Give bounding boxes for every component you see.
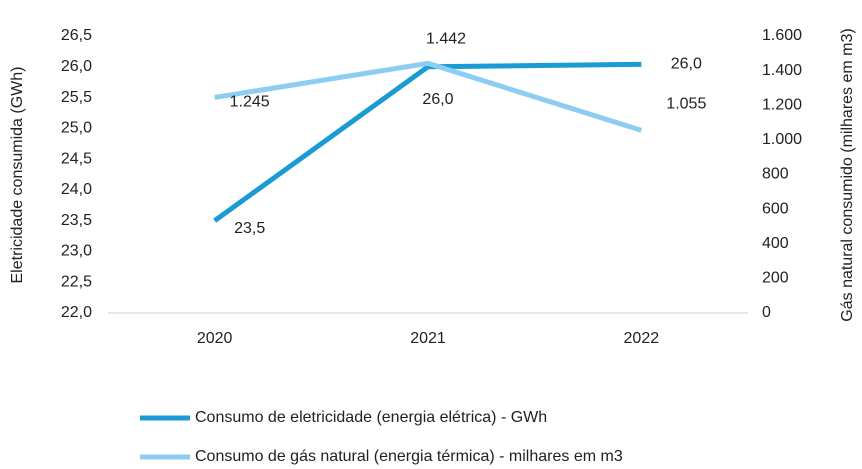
- data-label: 1.055: [666, 96, 706, 113]
- series-line: [214, 60, 643, 133]
- y-tick-label: 23,5: [61, 212, 92, 229]
- y2-tick-label: 1.400: [762, 62, 802, 79]
- y2-axis-title: Gás natural consumido (milhares em m3): [839, 28, 856, 321]
- data-label: 23,5: [234, 220, 265, 237]
- y-tick-label: 26,0: [61, 58, 92, 75]
- series-line: [213, 61, 642, 223]
- y2-tick-label: 600: [762, 200, 789, 217]
- y-tick-label: 25,0: [61, 120, 92, 137]
- x-tick-label: 2021: [410, 330, 446, 347]
- y2-tick-label: 1.600: [762, 27, 802, 44]
- y-tick-label: 25,5: [61, 89, 92, 106]
- y2-tick-label: 200: [762, 270, 789, 287]
- y2-tick-label: 400: [762, 235, 789, 252]
- y-tick-label: 24,5: [61, 150, 92, 167]
- y-tick-label: 26,5: [61, 27, 92, 44]
- y2-tick-label: 0: [762, 304, 771, 321]
- y-tick-label: 22,5: [61, 273, 92, 290]
- x-tick-label: 2022: [624, 330, 660, 347]
- y2-tick-label: 1.000: [762, 131, 802, 148]
- legend-label: Consumo de eletricidade (energia elétric…: [195, 409, 547, 426]
- data-label: 1.442: [426, 31, 466, 48]
- data-label: 26,0: [671, 56, 702, 73]
- data-label: 26,0: [422, 91, 453, 108]
- y2-tick-label: 1.200: [762, 96, 802, 113]
- y-tick-label: 23,0: [61, 243, 92, 260]
- y-tick-label: 22,0: [61, 304, 92, 321]
- y2-tick-label: 800: [762, 166, 789, 183]
- data-label: 1.245: [230, 94, 270, 111]
- y-tick-label: 24,0: [61, 181, 92, 198]
- y-axis-title: Eletricidade consumida (GWh): [9, 67, 26, 284]
- x-tick-label: 2020: [197, 330, 233, 347]
- legend-label: Consumo de gás natural (energia térmica)…: [195, 448, 623, 465]
